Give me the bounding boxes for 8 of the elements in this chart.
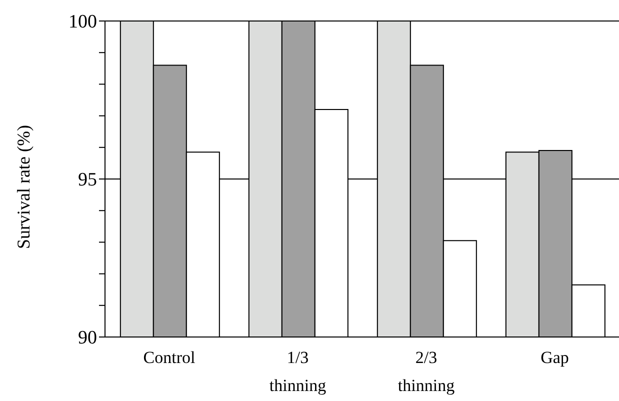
y-tick-label: 100: [68, 12, 97, 33]
x-tick-label: Gap: [540, 348, 569, 367]
x-tick-label: 1/3 thinning: [269, 348, 327, 395]
x-tick-label: Control: [143, 348, 196, 367]
y-tick-label: 90: [78, 328, 97, 349]
y-tick-label: 95: [78, 170, 97, 191]
x-tick-label: 2/3 thinning: [398, 348, 456, 395]
y-axis-title: Survival rate (%): [13, 125, 34, 249]
